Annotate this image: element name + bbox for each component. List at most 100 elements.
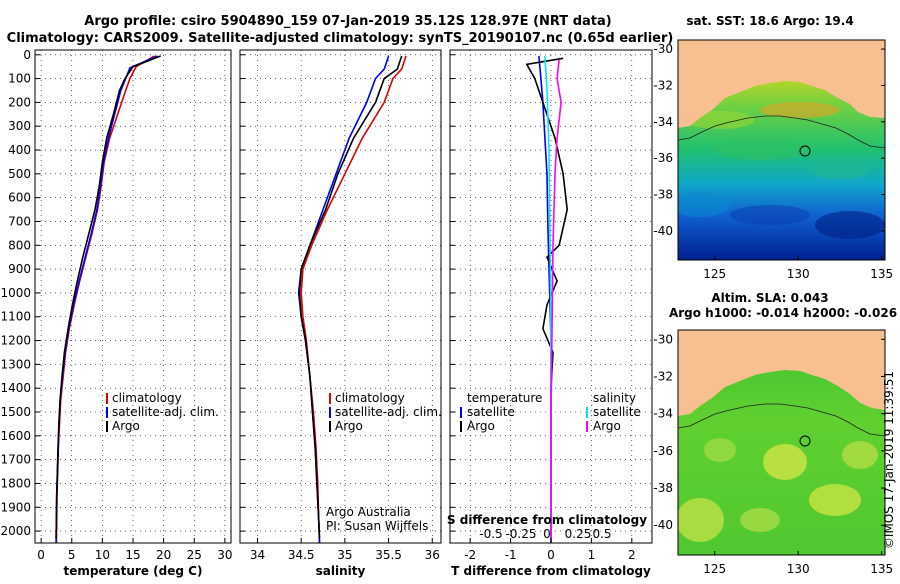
legend-salinity-title: salinity [593,391,636,405]
sla-map-frame [677,329,886,556]
legend-label: Argo [112,419,140,433]
panel-frame [239,49,442,544]
sla-map [677,329,886,556]
y-tick-label: -30 [653,42,673,56]
annotation-pi: PI: Susan Wijffels [326,519,428,533]
sst-argo-marker [799,145,811,157]
legend-label: satellite-adj. clim. [112,405,219,419]
series-argo [298,55,403,539]
side-stamp: ©IMOS 17-Jan-2019 11:39:51 [882,371,896,549]
x-tick-label: 130 [787,562,810,576]
y-tick-label: 800 [8,238,31,252]
y-tick-label: 300 [8,119,31,133]
sst-map-land [678,40,885,128]
sla-map-contour [677,403,886,437]
y-tick-label: 1000 [0,286,31,300]
y-tick-label: 100 [8,72,31,86]
x-tick-label: 135 [870,562,893,576]
legend-label: satellite [467,405,515,419]
series-climatology [55,55,155,544]
title-line-2: Climatology: CARS2009. Satellite-adjuste… [7,31,674,46]
x-tick-label: 35.5 [375,548,402,562]
x-tick-label: 135 [870,267,893,281]
x-tick-label: 35 [337,548,352,562]
legend-label: Argo [593,419,621,433]
title-line-1: Argo profile: csiro 5904890_159 07-Jan-2… [84,14,611,29]
s-tick-label: 0 [543,527,551,541]
x-tick-label: 20 [156,548,171,562]
x-tick-label: 125 [703,267,726,281]
x-tick-label: 2 [628,548,636,562]
y-tick-label: -32 [653,78,673,92]
x-tick-label: 130 [787,267,810,281]
y-tick-label: -34 [653,407,673,421]
legend-label: climatology [335,391,405,405]
s-tick-label: 0.5 [592,527,611,541]
x-tick-label: 10 [95,548,110,562]
s-tick-label: 0.25 [565,527,592,541]
series-satellite-adj-clim- [297,55,390,544]
legend-label: Argo [335,419,363,433]
s-axis-title: S difference from climatology [447,513,647,527]
y-tick-label: -40 [653,224,673,238]
x-tick-label: 125 [703,562,726,576]
sst-map-frame [677,39,886,261]
y-tick-label: 900 [8,262,31,276]
y-tick-label: 1300 [0,357,31,371]
x-tick-label: 30 [217,548,232,562]
y-tick-label: 2000 [0,524,31,538]
series-argo [525,57,569,543]
x-tick-label: -1 [505,548,517,562]
y-tick-label: 1200 [0,334,31,348]
salinity-panel: 34 34.5 35 35.5 36 salinity climatologysatelli… [239,49,442,578]
x-axis-label: T difference from climatology [451,564,651,578]
sla-map-title-2: Argo h1000: -0.014 h2000: -0.026 [669,306,897,320]
x-axis-label: temperature (deg C) [64,564,203,578]
y-tick-label: 1800 [0,476,31,490]
x-tick-label: 25 [187,548,202,562]
legend-label: Argo [467,419,495,433]
y-tick-label: -36 [653,151,673,165]
series-salinity-satellite [544,55,552,543]
y-tick-label: 1500 [0,405,31,419]
x-axis-label: salinity [316,564,366,578]
y-tick-label: -38 [653,481,673,495]
y-tick-label: -40 [653,518,673,532]
sst-map [677,39,886,261]
y-tick-label: 1100 [0,310,31,324]
panel-frame [34,49,232,544]
y-tick-label: -38 [653,188,673,202]
x-tick-label: 34.5 [288,548,315,562]
sla-argo-marker [799,435,811,447]
y-tick-label: 600 [8,191,31,205]
y-tick-label: 0 [23,48,31,62]
y-tick-label: 1700 [0,453,31,467]
sla-map-texture [678,438,878,542]
s-tick-label: -0.25 [505,527,536,541]
y-tick-label: -36 [653,444,673,458]
sst-map-axes: 125 130 135 -30 -32 -34 -36 -38 -40 [653,42,893,281]
x-tick-label: 0 [37,548,45,562]
y-tick-label: 700 [8,214,31,228]
legend-label: satellite-adj. clim. [335,405,442,419]
x-tick-label: 1 [588,548,596,562]
y-tick-label: 1600 [0,429,31,443]
s-tick-label: -0.5 [479,527,502,541]
y-tick-label: -32 [653,369,673,383]
legend-label: climatology [112,391,182,405]
x-tick-label: 15 [125,548,140,562]
y-tick-label: 200 [8,95,31,109]
y-tick-label: 1400 [0,381,31,395]
y-tick-label: 500 [8,167,31,181]
y-tick-label: -34 [653,115,673,129]
sla-map-axes: 125 130 135 -30 -32 -34 -36 -38 -40 [653,332,893,576]
x-tick-label: 36 [425,548,440,562]
x-tick-label: 34 [250,548,265,562]
series-climatology [300,55,407,544]
x-tick-label: 0 [547,548,555,562]
sla-map-title-1: Altim. SLA: 0.043 [711,291,828,305]
sst-map-contour [677,115,886,149]
temperature-panel: 0 5 10 15 20 25 300100200300400500600700800900… [0,48,232,578]
difference-panel: -2 -1 0 1 2 T difference from climatology temp… [447,49,653,578]
annotation-argo-australia: Argo Australia [326,505,411,519]
